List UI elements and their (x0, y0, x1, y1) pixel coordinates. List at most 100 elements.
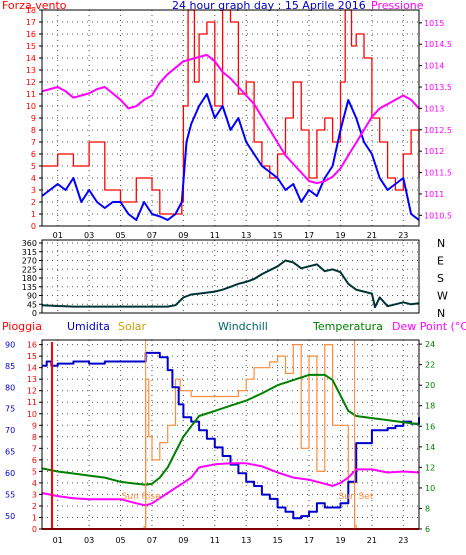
wind-tick-label: 16 (26, 30, 36, 39)
pressure-line (41, 53, 420, 185)
wind-tick-label: 13 (26, 66, 36, 75)
rain-tick-label: 5 (32, 467, 37, 476)
humidity-tick-label: 80 (5, 383, 15, 392)
sunrise-annotation: Sun Rise (122, 492, 161, 502)
hour-tick-label: 21 (367, 231, 377, 240)
wind-tick-label: 4 (31, 174, 36, 183)
compass-label: W (437, 290, 448, 303)
wind-gust-line (42, 9, 420, 215)
wind-tick-label: 0 (31, 222, 36, 231)
hour-tick-label: 11 (210, 231, 220, 240)
wind-tick-label: 15 (26, 42, 36, 51)
wind-tick-label: 2 (31, 198, 36, 207)
rain-tick-label: 12 (27, 387, 37, 396)
pressure-tick-label: 1012 (424, 147, 444, 156)
humidity-tick-label: 85 (5, 362, 15, 371)
wind-pressure-series (41, 9, 420, 221)
solar-label: Solar (118, 320, 147, 333)
wind-tick-label: 5 (31, 162, 36, 171)
solar-line (42, 344, 419, 530)
rain-tick-label: 7 (32, 444, 37, 453)
temperature-tick-label: 10 (425, 484, 435, 493)
temperature-tick-label: 6 (425, 525, 430, 534)
direction-tick-label: 90 (27, 292, 37, 301)
wind-tick-label: 11 (26, 90, 36, 99)
wind-pressure-panel: Forza vento 24 hour graph day : 15 April… (2, 0, 452, 240)
hour-tick-label: 19 (335, 536, 345, 545)
windchill-label: Windchill (218, 320, 268, 333)
temperature-tick-label: 18 (425, 402, 435, 411)
rain-tick-label: 11 (27, 398, 37, 407)
wind-tick-label: 17 (26, 18, 36, 27)
humidity-tick-label: 55 (5, 491, 15, 500)
temperature-y-ticks: 6 8 10 12 14 16 18 20 22 24 (419, 340, 435, 534)
direction-frame (41, 239, 420, 314)
humidity-tick-label: 90 (5, 340, 15, 349)
wind-tick-label: 1 (31, 210, 36, 219)
rain-tick-label: 4 (32, 479, 37, 488)
hour-tick-label: 13 (241, 231, 251, 240)
wind-tick-label: 3 (31, 186, 36, 195)
hour-tick-label: 15 (273, 231, 283, 240)
hour-tick-label: 11 (210, 536, 220, 545)
rain-tick-label: 1 (32, 513, 37, 522)
temp-frame (41, 339, 420, 530)
compass-label: S (437, 272, 444, 285)
hour-tick-label: 05 (115, 231, 125, 240)
rain-tick-label: 8 (32, 433, 37, 442)
compass-label: E (437, 255, 444, 268)
humidity-tick-label: 65 (5, 448, 15, 457)
wind-tick-label: 9 (31, 114, 36, 123)
direction-grid (42, 240, 419, 314)
pressure-tick-label: 1013 (424, 104, 444, 113)
humidity-tick-label: 70 (5, 426, 15, 435)
wind-tick-label: 14 (26, 54, 36, 63)
hour-tick-label: 17 (304, 536, 314, 545)
direction-tick-label: 45 (27, 300, 37, 309)
hour-tick-label: 23 (398, 231, 408, 240)
hour-tick-label: 01 (53, 536, 63, 545)
hour-tick-label: 17 (304, 231, 314, 240)
humidity-y-ticks: 50 55 60 65 70 75 80 85 90 (5, 340, 15, 521)
temperature-tick-label: 22 (425, 361, 435, 370)
average-wind-line (41, 93, 420, 221)
wind-tick-label: 12 (26, 78, 36, 87)
wind-direction-line (41, 259, 420, 309)
hour-x-ticks: 01 03 05 07 09 11 13 15 17 19 21 23 (53, 231, 409, 240)
pressure-tick-label: 1014 (424, 62, 444, 71)
sunset-annotation: Sun Set (339, 492, 374, 502)
humidity-line (42, 351, 420, 520)
rain-tick-label: 0 (32, 525, 37, 534)
rain-tick-label: 6 (32, 456, 37, 465)
pressure-tick-label: 1013.5 (424, 83, 452, 92)
pressure-tick-label: 1011 (424, 190, 444, 199)
hour-tick-label: 03 (84, 231, 94, 240)
rain-tick-label: 10 (27, 410, 37, 419)
rain-tick-label: 15 (27, 352, 37, 361)
direction-tick-label: 180 (22, 274, 37, 283)
wind-axis-label: Forza vento (2, 0, 67, 12)
temperature-label: Temperatura (312, 320, 383, 333)
compass-label: N (437, 237, 445, 250)
temperature-tick-label: 20 (425, 381, 435, 390)
temperature-humidity-panel: Pioggia Umidita Solar Windchill Temperat… (2, 320, 466, 545)
wind-tick-label: 7 (31, 138, 36, 147)
wind-tick-label: 8 (31, 126, 36, 135)
hour-tick-label: 07 (147, 536, 157, 545)
temperature-tick-label: 12 (425, 463, 435, 472)
temperature-tick-label: 14 (425, 443, 435, 452)
hour-tick-label: 09 (178, 231, 188, 240)
temperature-tick-label: 24 (425, 340, 435, 349)
rain-tick-label: 14 (27, 364, 37, 373)
direction-tick-label: 315 (22, 248, 37, 257)
hour-tick-label: 23 (398, 536, 408, 545)
hour-tick-label: 07 (147, 231, 157, 240)
pressure-tick-label: 1015 (424, 19, 444, 28)
rain-tick-label: 16 (27, 341, 37, 350)
hour-tick-label: 09 (178, 536, 188, 545)
